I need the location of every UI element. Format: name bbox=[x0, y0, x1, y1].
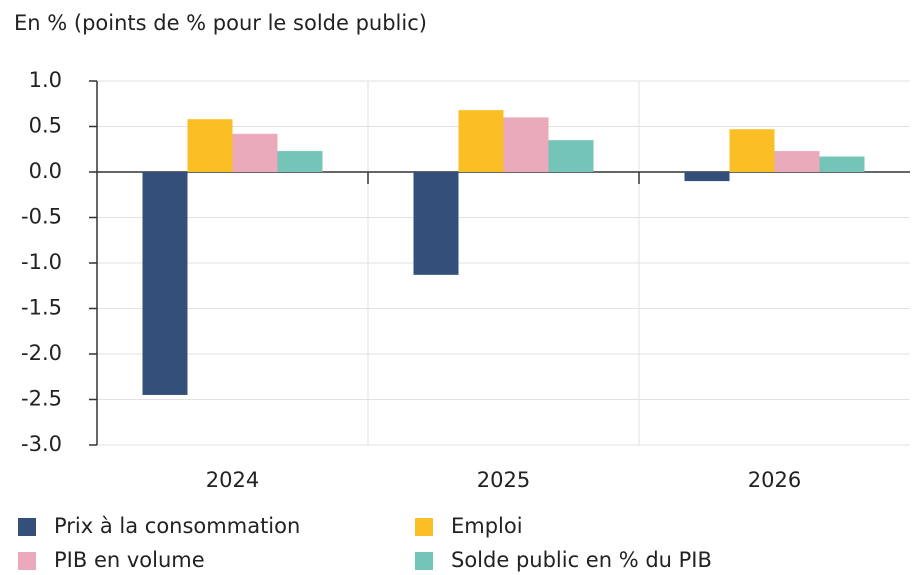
bar bbox=[232, 133, 278, 172]
bar bbox=[277, 151, 323, 172]
y-tick-label: -1.5 bbox=[21, 296, 62, 320]
y-tick-label: 0.5 bbox=[29, 114, 62, 138]
y-tick-label: -2.0 bbox=[21, 341, 62, 365]
legend-label: Prix à la consommation bbox=[54, 514, 300, 538]
legend-swatch bbox=[415, 552, 433, 570]
y-tick-label: -0.5 bbox=[21, 205, 62, 229]
legend-label: Emploi bbox=[451, 514, 523, 538]
legend-swatch bbox=[18, 552, 36, 570]
legend-swatch bbox=[18, 518, 36, 536]
bar bbox=[413, 172, 459, 275]
bar bbox=[503, 117, 549, 172]
y-tick-label: 0.0 bbox=[29, 159, 62, 183]
bar bbox=[774, 151, 820, 172]
legend-swatch bbox=[415, 518, 433, 536]
legend-label: PIB en volume bbox=[54, 548, 205, 572]
x-tick-label: 2024 bbox=[206, 468, 259, 492]
bar bbox=[684, 172, 730, 182]
legend-label: Solde public en % du PIB bbox=[451, 548, 712, 572]
bar bbox=[819, 156, 865, 172]
y-tick-label: -2.5 bbox=[21, 387, 62, 411]
bar bbox=[187, 119, 233, 172]
bar bbox=[142, 172, 188, 395]
x-tick-label: 2025 bbox=[477, 468, 530, 492]
y-tick-label: -1.0 bbox=[21, 250, 62, 274]
y-tick-label: 1.0 bbox=[29, 68, 62, 92]
y-tick-label: -3.0 bbox=[21, 432, 62, 456]
bar bbox=[548, 140, 594, 172]
chart-title: En % (points de % pour le solde public) bbox=[14, 11, 427, 35]
bar bbox=[458, 110, 504, 172]
x-tick-label: 2026 bbox=[748, 468, 801, 492]
bar bbox=[729, 129, 775, 172]
